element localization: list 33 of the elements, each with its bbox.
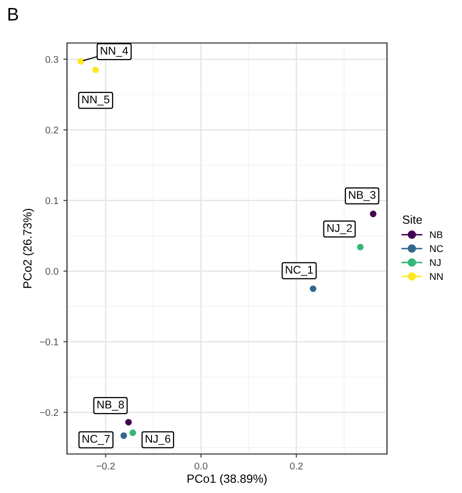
point (357, 244, 364, 250)
annotation: NN_4 (100, 46, 128, 57)
legend-label: NN (430, 273, 443, 280)
legend-label: NJ (430, 259, 441, 266)
point (125, 418, 132, 426)
point (310, 285, 316, 292)
y-tick-label: 0.0 (46, 268, 58, 275)
x-tick-label: 0.2 (290, 462, 303, 470)
x-tick-label: −0.2 (96, 462, 115, 470)
y-tick-label: 0.1 (46, 197, 58, 204)
chart-title: B (8, 8, 18, 20)
point (92, 66, 99, 74)
annotation: NJ_6 (146, 434, 170, 445)
y-tick-label: 0.2 (46, 126, 58, 134)
annotation: NC_7 (82, 434, 110, 445)
y-tick-label: −0.2 (40, 409, 58, 416)
annotation: NB_3 (349, 190, 376, 201)
legend-label: NC (430, 245, 444, 252)
annotation: NC_1 (286, 266, 313, 276)
x-axis-title: PCo1 (38.89%) (188, 474, 267, 486)
point (370, 210, 376, 218)
y-axis-title: PCo2 (26.73%) (22, 208, 34, 288)
legend-title: Site (402, 215, 422, 224)
x-tick-label: 0.0 (194, 462, 208, 470)
point (78, 58, 84, 65)
point (120, 432, 128, 439)
annotation: NB_8 (97, 400, 124, 411)
annotation: NJ_2 (327, 224, 352, 234)
point (130, 430, 136, 436)
legend-label: NB (430, 231, 442, 238)
annotation: NN_5 (82, 96, 110, 106)
y-tick-label: 0.3 (46, 56, 58, 63)
y-tick-label: −0.1 (40, 338, 58, 346)
